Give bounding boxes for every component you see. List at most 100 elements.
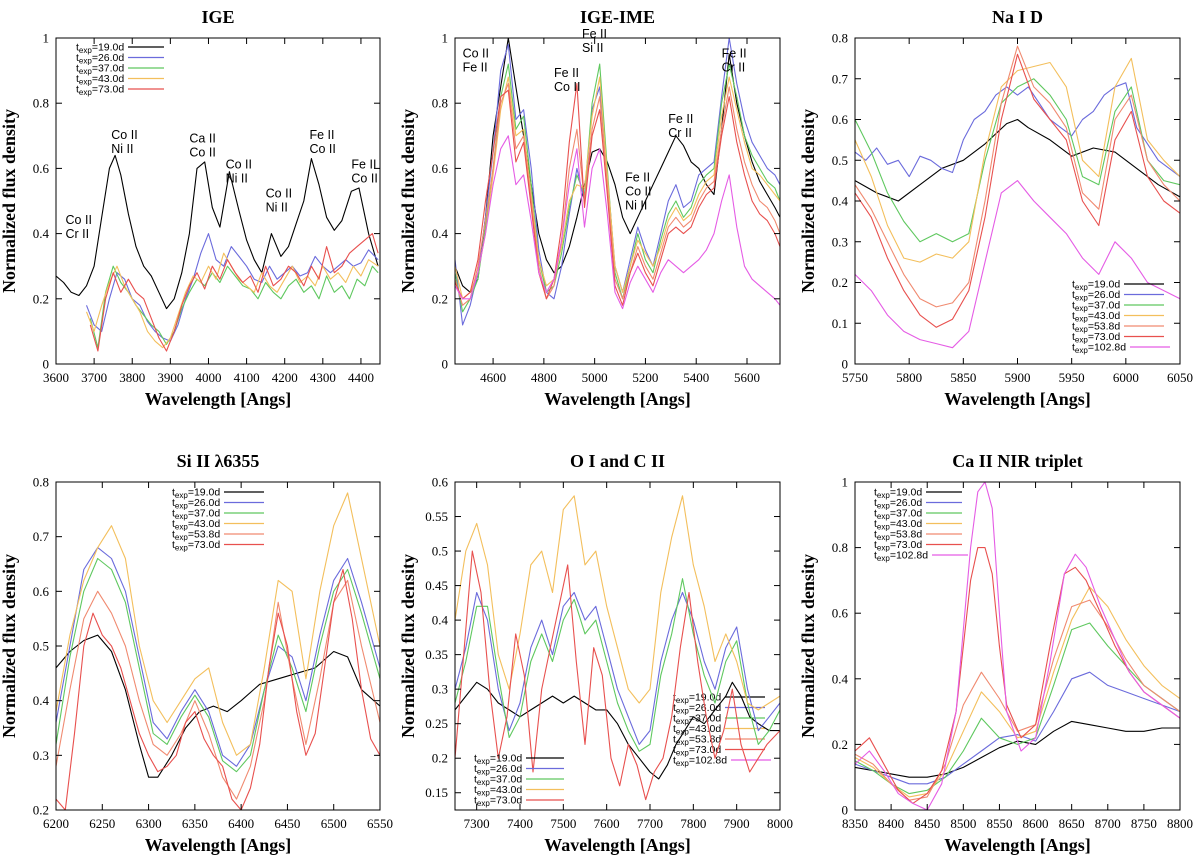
series-line-t26 [56,547,380,767]
y-tick-label: 0.4 [33,226,50,241]
series-line-t73 [455,83,780,306]
legend-entry: texp=19.0d [172,487,220,501]
x-tick-label: 6350 [182,816,208,831]
legend-entry: texp=73.0d [1072,331,1120,345]
y-tick-label: 0.7 [832,71,849,86]
y-tick-label: 0.3 [33,748,49,763]
series-group [455,38,780,326]
series-line-t73 [855,53,1180,328]
y-tick-label: 0 [842,803,849,818]
x-tick-label: 5200 [632,370,658,385]
panel-1: IGE 3600 3700 3800 3900 4000 4100 4200 4300 4400 0… [0,7,381,409]
x-tick-label: 8550 [986,816,1012,831]
legend-entry: texp=37.0d [1072,300,1120,314]
x-tick-label: 5750 [842,370,868,385]
line-annotation: Co II [309,142,335,156]
legend-entry: texp=37.0d [172,508,220,522]
y-tick-label: 0.4 [432,226,449,241]
x-tick-label: 7400 [507,816,533,831]
x-axis-label: Wavelength [Angs] [544,389,691,409]
y-tick-label: 0.3 [432,682,448,697]
x-tick-label: 4100 [234,370,260,385]
y-tick-label: 0.45 [425,578,448,593]
x-tick-label: 4800 [531,370,557,385]
x-tick-label: 8700 [1095,816,1121,831]
plot-frame [454,37,781,365]
legend-entry: texp=19.0d [474,753,522,767]
line-annotation: Ni II [625,198,647,212]
legend-entry: texp=19.0d [1072,279,1120,293]
x-tick-label: 4300 [310,370,336,385]
series-line-t102 [855,180,1180,349]
x-tick-label: 8450 [914,816,940,831]
legend-entry: texp=37.0d [76,63,124,77]
x-tick-label: 8500 [950,816,976,831]
x-tick-label: 5000 [582,370,608,385]
series-line-t37 [89,265,379,349]
legend-entry: texp=43.0d [874,518,922,532]
plot-frame [854,481,1181,811]
panel-3: Na I D 5750 5800 5850 5900 5950 6000 6050 0 0.1 0.… [798,7,1193,409]
series-line-t43 [455,495,780,711]
series-line-t53 [56,579,380,800]
y-tick-label: 0.6 [33,161,50,176]
y-axis-label: Normalized flux density [398,554,418,738]
panel-title: Si II λ6355 [177,451,260,471]
line-annotation: Cr II [722,61,746,75]
series-line-t26 [455,591,780,745]
y-axis-label: Normalized flux density [398,109,418,293]
x-tick-label: 7600 [594,816,620,831]
legend-entry: texp=73.0d [76,84,124,98]
y-tick-label: 1 [842,475,849,490]
y-tick-label: 0.5 [832,153,848,168]
legend-entry: texp=43.0d [673,723,721,737]
legend-entry: texp=73.0d [874,539,922,553]
y-tick-label: 0 [43,357,50,372]
legend: texp=19.0dtexp=26.0dtexp=37.0dtexp=43.0d… [874,487,968,564]
x-tick-label: 5600 [734,370,760,385]
y-tick-label: 0 [842,357,849,372]
legend-entry: texp=19.0d [874,487,922,501]
series-line-t102 [855,482,1180,810]
line-annotation: Co II [463,47,489,61]
y-axis-label: Normalized flux density [798,554,818,738]
x-tick-label: 6450 [274,816,300,831]
x-tick-label: 8800 [1167,816,1193,831]
panel-title: Ca II NIR triplet [952,451,1083,471]
line-annotation: Ca II [189,131,215,145]
legend-entry: texp=37.0d [874,508,922,522]
series-line-t37 [855,78,1180,243]
y-tick-label: 1 [43,31,50,46]
line-annotation: Fe II [463,61,488,75]
legend-entry: texp=26.0d [874,497,922,511]
legend: texp=19.0dtexp=26.0dtexp=37.0dtexp=43.0d… [76,42,164,98]
x-tick-label: 4200 [272,370,298,385]
legend-entry: texp=53.8d [874,529,922,543]
y-tick-label: 0.2 [832,275,848,290]
series-line-t73 [455,550,780,801]
y-tick-label: 0.4 [33,693,50,708]
panel-4: Si II λ6355 6200 6250 6300 6350 6400 6450 6500 6… [0,451,393,855]
x-tick-label: 8400 [878,816,904,831]
x-tick-label: 3900 [157,370,183,385]
series-line-t43 [855,57,1180,263]
legend-entry: texp=53.8d [1072,321,1120,335]
legend-entry: texp=102.8d [874,550,928,564]
legend-entry: texp=53.8d [172,529,220,543]
series-line-t19 [855,118,1180,202]
line-annotation: Co II [66,213,92,227]
series-line-t43 [455,76,780,300]
y-tick-label: 0.2 [432,751,448,766]
y-tick-label: 0.15 [425,785,448,800]
series-line-t26 [85,233,379,342]
y-tick-label: 0.35 [425,647,448,662]
legend: texp=19.0dtexp=26.0dtexp=37.0dtexp=43.0d… [1072,279,1170,355]
series-group [56,492,380,810]
line-annotation: Co II [226,157,252,171]
x-tick-label: 6300 [136,816,162,831]
legend-entry: texp=26.0d [474,763,522,777]
panel-6: Ca II NIR triplet 8350 8400 8450 8500 8550 860… [798,451,1193,855]
series-line-t37 [455,63,780,313]
